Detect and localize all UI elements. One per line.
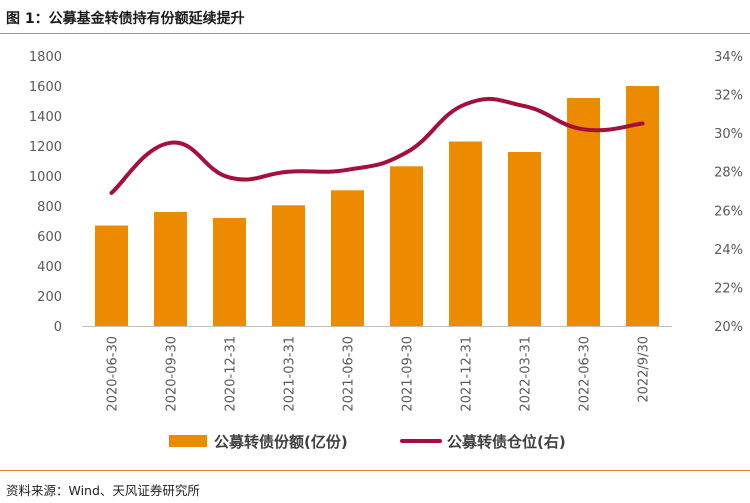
left-tick-label: 600 xyxy=(37,230,62,245)
left-y-axis-ticks: 0 200 400 600 800 1000 1200 1400 1600 1800 xyxy=(29,50,62,335)
right-tick-label: 28% xyxy=(714,166,743,181)
bar xyxy=(154,212,187,326)
bar xyxy=(272,205,305,327)
line-series xyxy=(109,96,645,195)
x-tick-label: 2022-03-31 xyxy=(519,336,534,412)
bar xyxy=(213,218,246,326)
bar xyxy=(449,141,482,326)
position-line xyxy=(109,96,645,195)
x-tick-label: 2021-06-30 xyxy=(342,336,357,412)
chart-title: 图 1：公募基金转债持有份额延续提升 xyxy=(6,11,245,27)
header-rule xyxy=(0,33,750,34)
x-tick-label: 2020-09-30 xyxy=(165,336,180,412)
x-tick-label: 2020-12-31 xyxy=(224,336,239,412)
x-tick-label: 2022-06-30 xyxy=(578,336,593,412)
left-tick-label: 800 xyxy=(37,200,62,215)
left-tick-label: 1600 xyxy=(29,80,62,95)
x-tick-label: 2020-06-30 xyxy=(106,336,121,412)
legend-bar-label: 公募转债份额(亿份) xyxy=(214,433,348,451)
bar xyxy=(508,152,541,326)
right-tick-label: 32% xyxy=(714,89,743,104)
left-tick-label: 1000 xyxy=(29,170,62,185)
right-tick-label: 34% xyxy=(714,50,743,65)
left-tick-label: 0 xyxy=(54,320,62,335)
x-axis-ticks: 2020-06-30 2020-09-30 2020-12-31 2021-03-31… xyxy=(106,336,652,412)
right-tick-label: 22% xyxy=(714,281,743,296)
left-tick-label: 200 xyxy=(37,290,62,305)
right-tick-label: 20% xyxy=(714,320,743,335)
left-tick-label: 400 xyxy=(37,260,62,275)
bar xyxy=(390,166,423,327)
x-tick-label: 2021-09-30 xyxy=(401,336,416,412)
left-tick-label: 1200 xyxy=(29,140,62,155)
left-tick-label: 1400 xyxy=(29,110,62,125)
x-tick-label: 2022/9/30 xyxy=(637,336,652,403)
bar-series xyxy=(95,86,659,327)
left-tick-label: 1800 xyxy=(29,50,62,65)
x-tick-label: 2021-03-31 xyxy=(283,336,298,412)
bar xyxy=(331,190,364,327)
right-tick-label: 30% xyxy=(714,127,743,142)
bar xyxy=(567,98,600,326)
legend: 公募转债份额(亿份) 公募转债仓位(右) xyxy=(169,433,566,451)
right-tick-label: 24% xyxy=(714,243,743,258)
right-tick-label: 26% xyxy=(714,204,743,219)
footer-rule xyxy=(0,470,750,471)
bar xyxy=(95,225,128,326)
source-note: 资料来源：Wind、天风证券研究所 xyxy=(6,483,200,498)
legend-line-label: 公募转债仓位(右) xyxy=(447,433,566,451)
legend-bar-swatch xyxy=(169,435,207,447)
right-y-axis-ticks: 20% 22% 24% 26% 28% 30% 32% 34% xyxy=(714,50,743,335)
x-tick-label: 2021-12-31 xyxy=(460,336,475,412)
